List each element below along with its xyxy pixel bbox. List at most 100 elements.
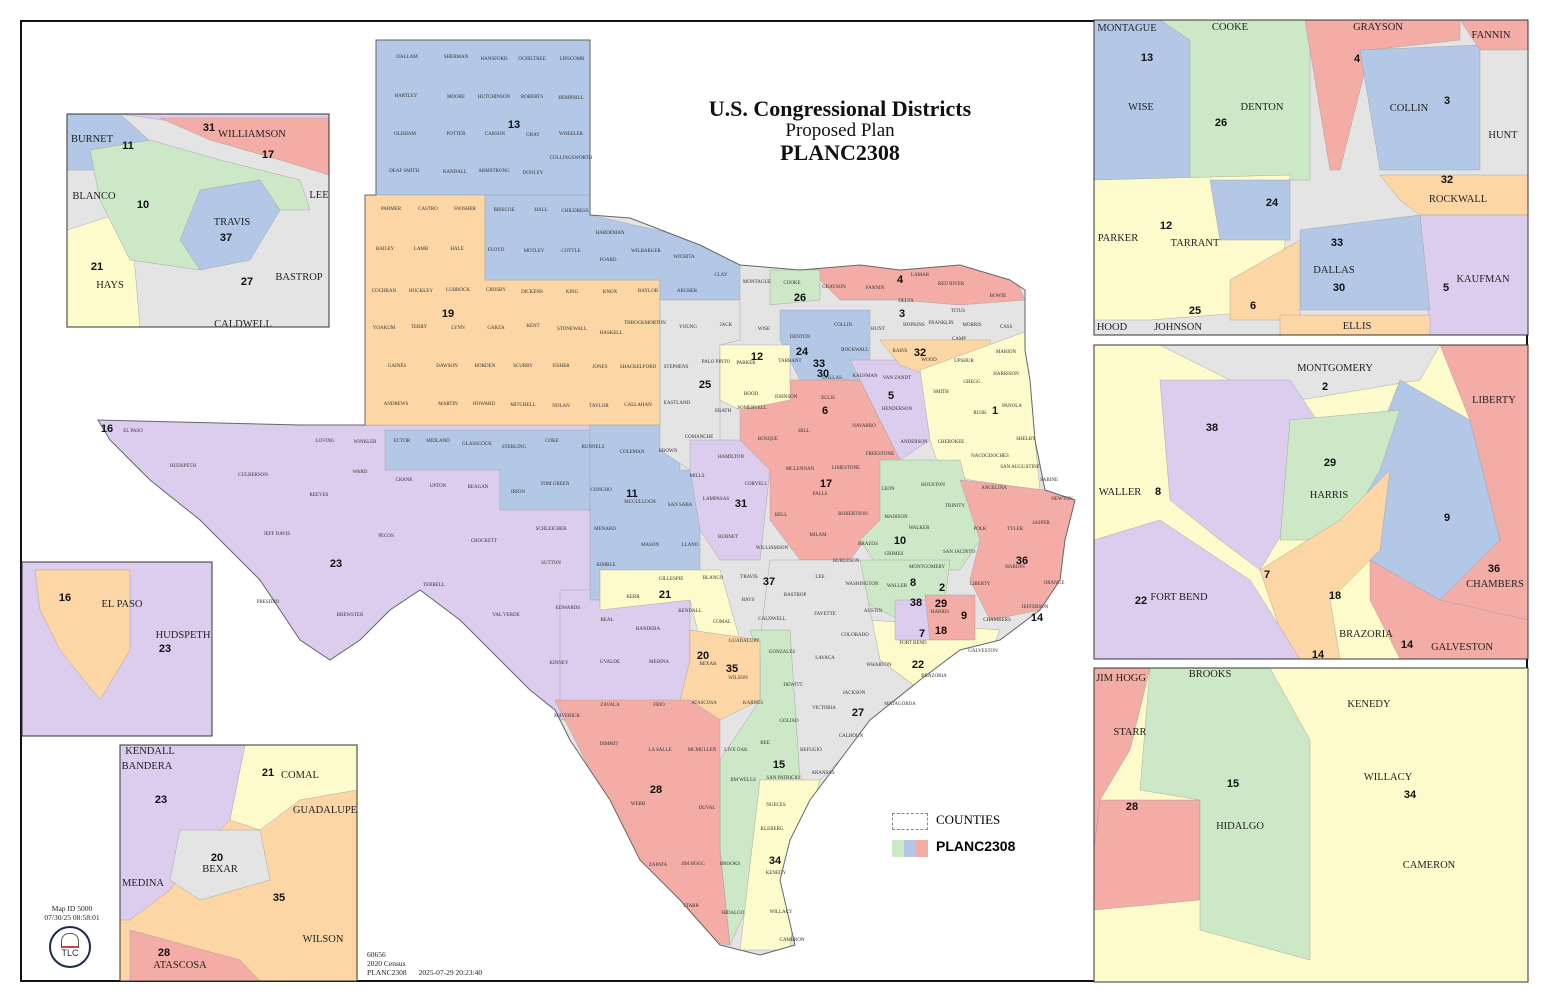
county-label: ERATH: [715, 409, 732, 414]
county-label: HARRISON: [993, 372, 1019, 377]
county-label: OCHILTREE: [518, 57, 545, 62]
district-region: [229, 745, 357, 831]
district-number: 28: [158, 947, 170, 959]
county-label: GARZA: [487, 326, 505, 331]
map-id: Map ID 5000: [51, 904, 93, 913]
district-number: 20: [697, 650, 709, 662]
county-label: TERRY: [411, 325, 428, 330]
county-label: LOVING: [315, 439, 335, 444]
county-label: GAINES: [388, 364, 407, 369]
county-label: POTTER: [447, 132, 467, 137]
county-label: STERLING: [502, 445, 527, 450]
county-label: MCCULLOCH: [624, 500, 656, 505]
district-number: 26: [1215, 117, 1227, 129]
county-label: THROCKMORTON: [624, 321, 666, 326]
county-label: BAILEY: [376, 247, 395, 252]
county-label: SAN PATRICIO: [766, 776, 800, 781]
district-region: [1094, 20, 1191, 181]
county-label: WILSON: [303, 934, 344, 945]
county-label: JIM WELLS: [730, 778, 756, 783]
county-label: IRION: [511, 490, 525, 495]
county-label: REAL: [600, 618, 613, 623]
county-label: CALDWELL: [758, 617, 786, 622]
district-number: 38: [910, 597, 922, 609]
county-label: CHILDRESS: [561, 209, 588, 214]
county-label: HARDEMAN: [596, 231, 625, 236]
district-number: 36: [1488, 563, 1500, 575]
county-label: LEE: [309, 190, 328, 201]
county-label: HOOD: [744, 392, 759, 397]
district-number: 11: [626, 488, 638, 500]
county-label: KNOX: [603, 290, 618, 295]
district-region: [1369, 559, 1528, 659]
district-number: 7: [1264, 569, 1270, 581]
district-number: 19: [442, 308, 454, 320]
county-label: ARCHER: [677, 289, 698, 294]
county-label: REEVES: [310, 493, 329, 498]
county-label: HEMPHILL: [558, 96, 583, 101]
county-label: ROBERTSON: [838, 512, 868, 517]
county-label: CAMERON: [1403, 860, 1456, 871]
county-label: FLOYD: [488, 248, 505, 253]
county-label: MONTGOMERY: [909, 565, 946, 570]
district-number: 23: [159, 643, 171, 655]
inset-border: [1093, 19, 1529, 336]
district-region: [1359, 44, 1481, 171]
county-label: MENARD: [594, 527, 616, 532]
district-number: 29: [1324, 457, 1336, 469]
district-number: 9: [1444, 512, 1450, 524]
county-label: RAINS: [892, 349, 907, 354]
legend-plan: PLANC2308: [892, 838, 1015, 857]
county-label: CORYELL: [745, 482, 768, 487]
district-number: 6: [822, 405, 828, 417]
counties-swatch: [892, 812, 928, 830]
county-label: COOKE: [1212, 22, 1248, 33]
district-number: 1: [992, 405, 998, 417]
footer-plan: PLANC2308: [367, 968, 407, 977]
county-label: PARKER: [1098, 233, 1138, 244]
county-label: ROBERTS: [521, 95, 543, 100]
district-number: 8: [910, 577, 916, 589]
county-label: FRANKLIN: [928, 321, 954, 326]
footer-census: 2020 Census: [367, 959, 406, 968]
county-label: COMAL: [713, 620, 731, 625]
county-label: WASHINGTON: [845, 582, 879, 587]
county-label: SAN SABA: [668, 503, 693, 508]
county-label: UPTON: [430, 484, 447, 489]
county-label: DEAF SMITH: [389, 169, 419, 174]
county-label: CHEROKEE: [938, 440, 965, 445]
plan-footer: 60656 2020 Census PLANC2308 2025-07-29 20…: [367, 950, 482, 977]
district-number: 28: [650, 784, 662, 796]
district-number: 15: [773, 759, 785, 771]
county-label: LAMAR: [911, 273, 930, 278]
district-region: [1459, 20, 1528, 51]
county-label: SAN JACINTO: [943, 550, 975, 555]
counties-label: COUNTIES: [936, 812, 1001, 827]
county-label: WILLIAMSON: [756, 546, 789, 551]
county-label: WHEELER: [559, 132, 584, 137]
county-label: BRISCOE: [493, 208, 514, 213]
county-label: BLANCO: [72, 191, 116, 202]
county-label: SOMERVELL: [737, 406, 767, 411]
county-label: GUADALUPE: [293, 805, 357, 816]
county-label: HUDSPETH: [170, 464, 197, 469]
county-label: TRAVIS: [214, 217, 251, 228]
county-label: LIBERTY: [1472, 395, 1516, 406]
capitol-dome-icon: [61, 933, 79, 948]
county-label: PRESIDIO: [257, 600, 280, 605]
county-label: SHELBY: [1016, 437, 1036, 442]
county-label: CALHOUN: [839, 734, 864, 739]
county-label: BANDERA: [122, 761, 173, 772]
county-label: COLORADO: [841, 633, 869, 638]
county-label: CASTRO: [418, 207, 438, 212]
county-label: MOORE: [447, 95, 465, 100]
county-label: HOOD: [1097, 322, 1128, 333]
district-number: 16: [101, 423, 113, 435]
district-number: 21: [659, 589, 671, 601]
county-label: BASTROP: [784, 593, 807, 598]
county-label: LEE: [815, 575, 824, 580]
county-label: EDWARDS: [556, 606, 580, 611]
county-label: EL PASO: [102, 599, 143, 610]
county-label: WARD: [353, 470, 368, 475]
district-number: 37: [763, 576, 775, 588]
